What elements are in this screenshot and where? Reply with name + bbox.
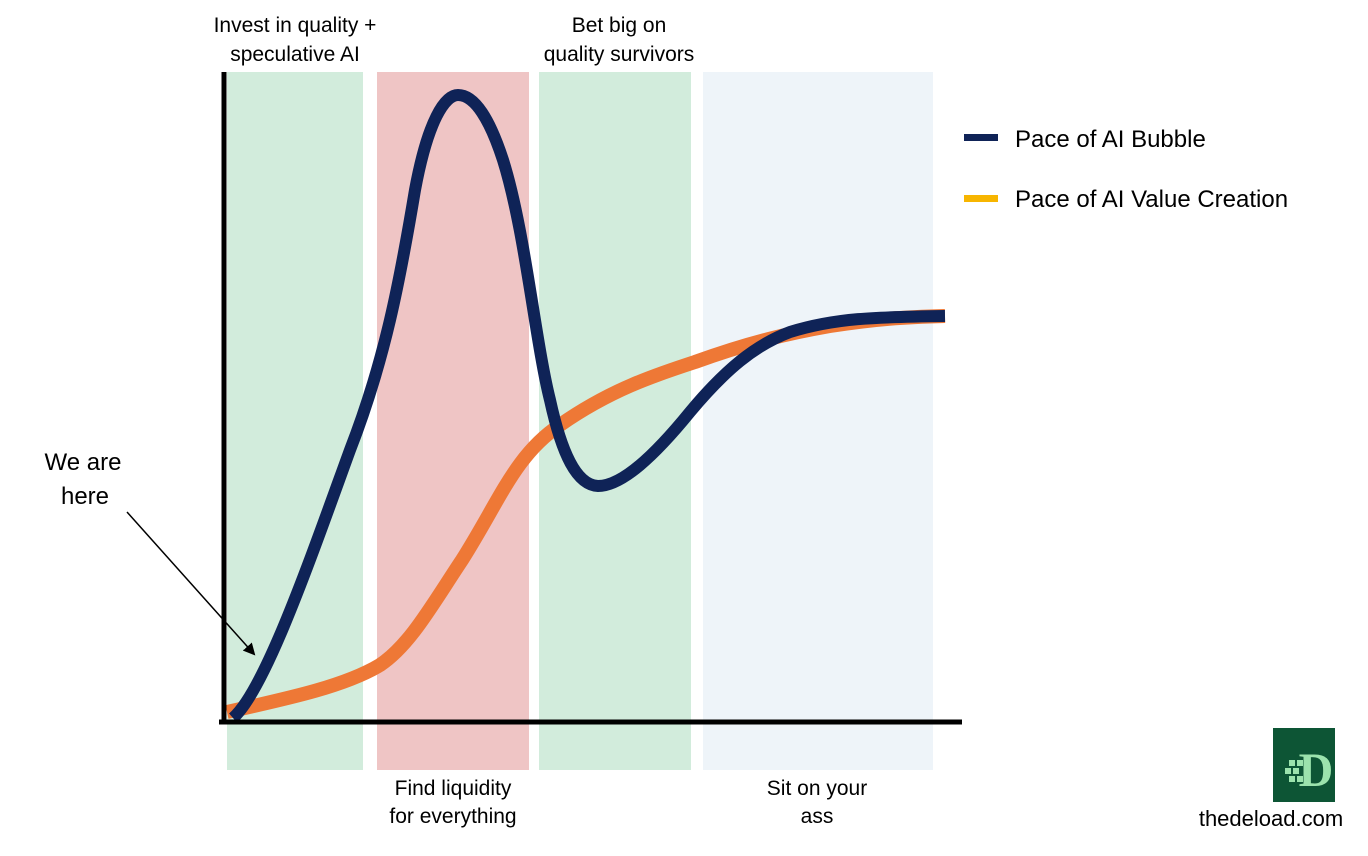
- phase-band-sit: [703, 72, 933, 770]
- legend-label-bubble: Pace of AI Bubble: [1015, 126, 1206, 153]
- annotation-line2: here: [61, 483, 109, 510]
- logo-letter: D: [1299, 744, 1334, 797]
- phase-band-invest: [227, 72, 363, 770]
- logo-pixel-marks: [1285, 760, 1303, 782]
- phase-label-invest-line2: speculative AI: [230, 43, 360, 66]
- phase-label-bet: Bet big on: [572, 14, 667, 37]
- annotation-label-2: here: [61, 483, 109, 510]
- logo-letter-text: D: [1299, 744, 1334, 797]
- legend-label-value-text: Pace of AI Value Creation: [1015, 186, 1288, 213]
- phase-label-invest-line1: Invest in quality +: [214, 14, 377, 37]
- ai-bubble-curve: [228, 89, 946, 723]
- thedeload-logo-icon: D: [1273, 728, 1335, 802]
- logo-background: [1273, 728, 1335, 802]
- legend-swatch-bubble: [964, 134, 998, 141]
- phase-label-sit-line2: ass: [801, 805, 834, 828]
- phase-label-bet-line2: quality survivors: [544, 43, 695, 66]
- phase-label-liquidity-2: for everything: [389, 805, 516, 828]
- legend-label-bubble-text: Pace of AI Bubble: [1015, 126, 1206, 153]
- legend-swatch-value: [964, 195, 998, 202]
- phase-label-liquidity: Find liquidity: [395, 777, 512, 800]
- annotation-label: We are: [45, 449, 122, 476]
- brand-url[interactable]: thedeload.com: [1199, 806, 1343, 831]
- phase-label-sit-line1: Sit on your: [767, 777, 867, 800]
- phase-label-liquidity-line1: Find liquidity: [395, 777, 512, 800]
- phase-label-bet-2: quality survivors: [544, 43, 695, 66]
- phase-label-invest: Invest in quality +: [214, 14, 377, 37]
- brand-url-text: thedeload.com: [1199, 806, 1343, 831]
- annotation-line1: We are: [45, 449, 122, 476]
- phase-label-invest-2: speculative AI: [230, 43, 360, 66]
- phase-label-sit: Sit on your: [767, 777, 867, 800]
- legend: Pace of AI Bubble Pace of AI Value Creat…: [964, 126, 1288, 213]
- phase-label-liquidity-line2: for everything: [389, 805, 516, 828]
- pointer-arrow-icon: [126, 511, 256, 656]
- legend-label-value: Pace of AI Value Creation: [1015, 186, 1288, 213]
- phase-label-bet-line1: Bet big on: [572, 14, 667, 37]
- phase-label-sit-2: ass: [801, 805, 834, 828]
